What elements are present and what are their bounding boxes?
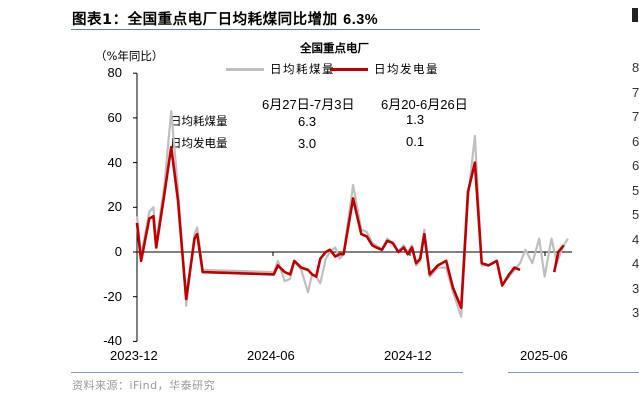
figure-title: 图表1：全国重点电厂日均耗煤同比增加 6.3%	[72, 8, 378, 29]
y-tick-label: 20	[107, 199, 122, 214]
footer-rule-right	[508, 372, 639, 373]
x-tick-label: 2024-12	[384, 348, 432, 363]
series-lines	[135, 110, 569, 318]
figure-title-prefix: 图表1：	[72, 12, 128, 28]
annotation-row-label: 日均发电量	[170, 136, 228, 150]
adjacent-y-tick-fragment: 4	[632, 231, 639, 247]
chart-title: 全国重点电厂	[300, 41, 369, 55]
figure-title-main: 全国重点电厂日均耗煤同比增加	[127, 12, 344, 28]
adjacent-y-tick-fragment: 7	[632, 84, 639, 100]
adjacent-y-tick-fragment: 7	[632, 109, 639, 124]
annotation-col-header: 6月20-6月26日	[381, 97, 468, 112]
legend-swatch-power	[330, 67, 368, 71]
x-tick-label: 2025-06	[520, 348, 568, 363]
annotation-value: 3.0	[298, 136, 317, 151]
adjacent-y-tick-fragment: 3	[632, 305, 639, 320]
y-axis-unit-label: （%年同比）	[95, 49, 164, 63]
adjacent-y-tick-fragment: 6	[632, 158, 639, 173]
footer-rule	[71, 372, 463, 373]
title-rule	[71, 29, 480, 30]
adjacent-y-tick-fragment: 4	[632, 256, 639, 271]
axes	[133, 72, 572, 342]
legend-item-coal: 日均耗煤量	[226, 61, 335, 77]
annotation-col-header: 6月27日-7月3日	[262, 97, 355, 112]
adjacent-y-tick-fragment: 3	[632, 280, 639, 296]
adjacent-title-fragment	[632, 8, 638, 22]
adjacent-y-tick-fragment: 8	[632, 60, 639, 75]
adjacent-y-tick-fragment: 5	[632, 182, 639, 198]
adjacent-chart-partial: 8 7 7 6 6 5 5 4 4 3 3	[632, 0, 639, 403]
adjacent-y-tick-fragment: 5	[632, 207, 639, 222]
annotation-value: 1.3	[406, 112, 425, 127]
y-tick-label: -40	[103, 333, 122, 348]
x-tick-label: 2024-06	[247, 348, 295, 363]
legend-item-power: 日均发电量	[330, 61, 439, 77]
y-tick-label: 60	[107, 110, 122, 125]
annotation-value: 6.3	[298, 114, 317, 129]
series-line-power	[552, 244, 565, 273]
source-note: 资料来源：iFind，华泰研究	[72, 379, 216, 392]
y-tick-label: 80	[107, 65, 122, 80]
y-tick-label: -20	[103, 289, 122, 304]
x-tick-label: 2023-12	[110, 348, 158, 363]
annotation-value: 0.1	[406, 134, 425, 149]
legend-label-coal: 日均耗煤量	[270, 62, 335, 76]
y-tick-label: 40	[107, 155, 122, 170]
figure-title-pct: 6.3%	[343, 12, 379, 28]
legend-swatch-coal	[226, 67, 264, 71]
y-tick-label: 0	[114, 244, 122, 259]
legend-label-power: 日均发电量	[374, 62, 439, 76]
series-line-power	[135, 145, 521, 310]
adjacent-y-tick-fragment: 6	[632, 133, 639, 149]
annotation-row-label: 日均耗煤量	[170, 114, 228, 128]
